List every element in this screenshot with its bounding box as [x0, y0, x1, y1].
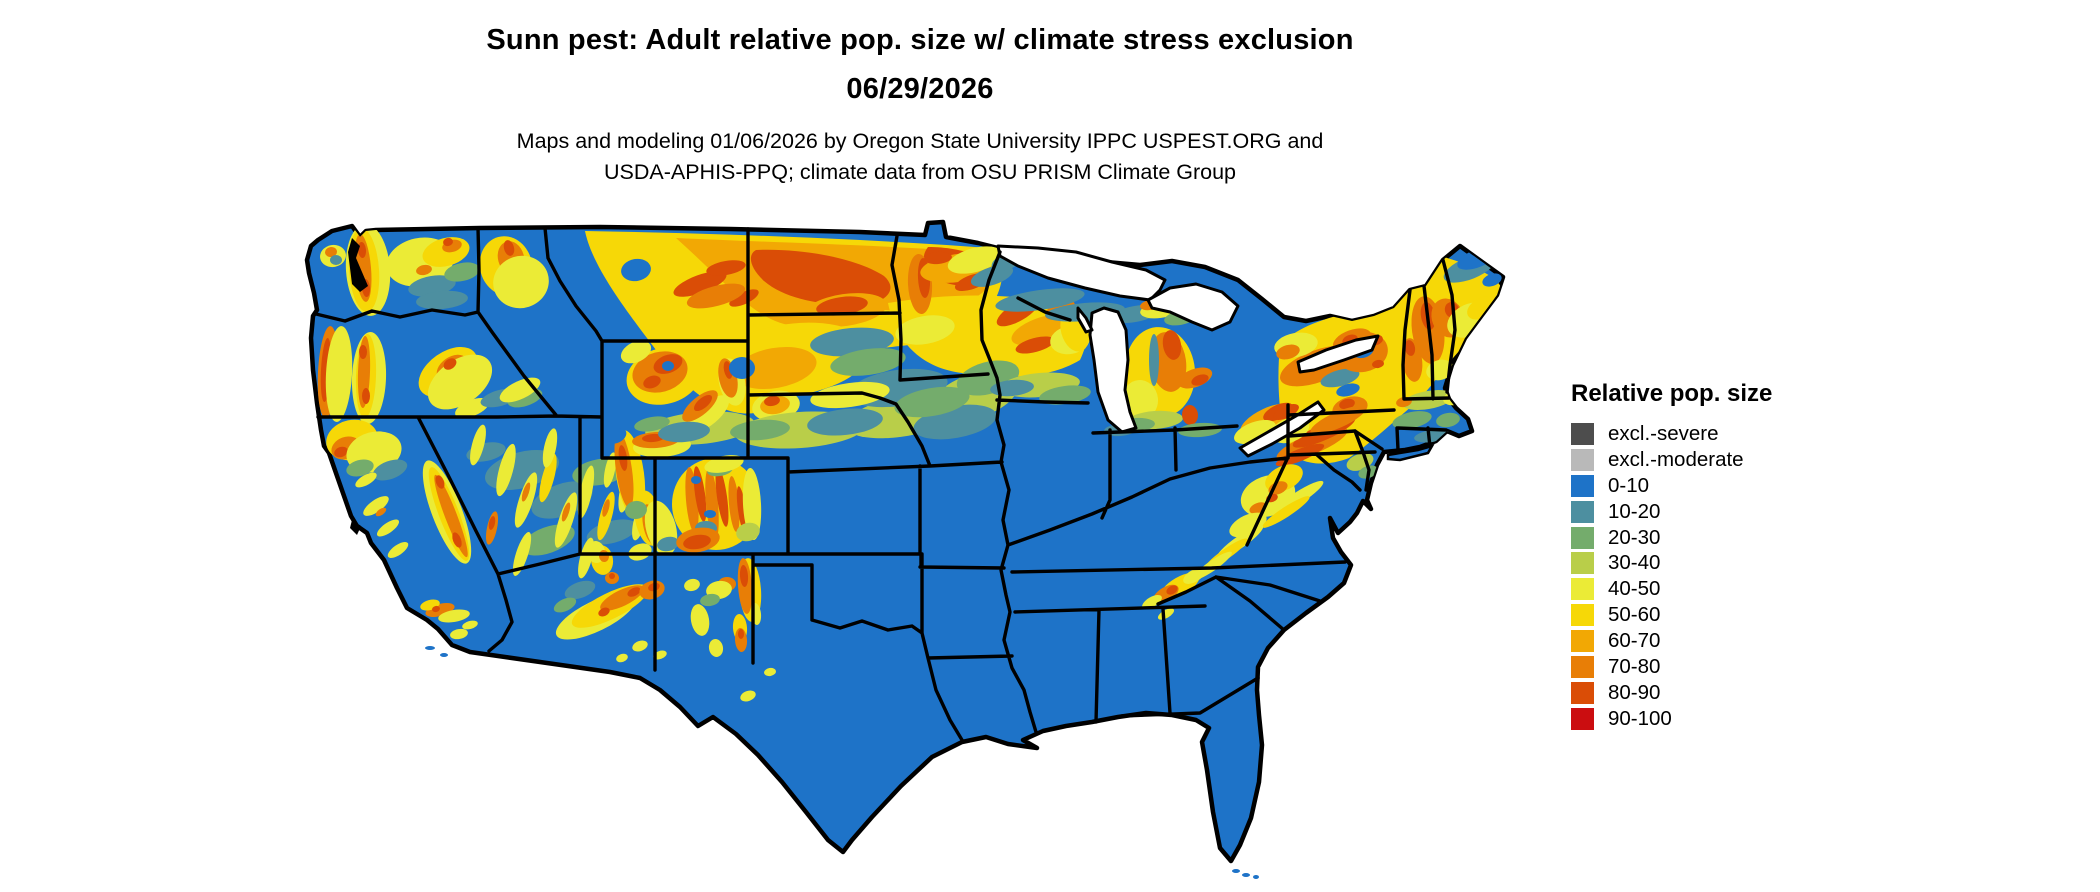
legend-swatch-excl-moderate	[1571, 448, 1594, 471]
legend-swatch-10-20	[1571, 500, 1594, 523]
coastal-islands	[425, 443, 1435, 879]
legend-swatch-30-40	[1571, 552, 1594, 575]
legend-label: excl.-moderate	[1608, 447, 1744, 471]
legend-swatch-70-80	[1571, 655, 1594, 678]
lake-huron	[1146, 282, 1240, 332]
legend-item: excl.-moderate	[1571, 447, 1871, 473]
san-francisco-bay	[350, 520, 361, 535]
florida-keys	[1242, 873, 1250, 877]
legend-swatch-90-100	[1571, 707, 1594, 730]
legend-swatch-excl-severe	[1571, 422, 1594, 445]
attribution-line2: USDA-APHIS-PPQ; climate data from OSU PR…	[603, 160, 1237, 184]
page-title-date: 06/29/2026	[846, 73, 994, 105]
legend-label: 50-60	[1608, 603, 1661, 627]
legend-item: 80-90	[1571, 680, 1871, 706]
page-title-line1: Sunn pest: Adult relative pop. size w/ c…	[486, 24, 1354, 56]
legend-swatch-60-70	[1571, 630, 1594, 653]
legend-swatch-50-60	[1571, 604, 1594, 627]
legend-item: 40-50	[1571, 576, 1871, 602]
header: Sunn pest: Adult relative pop. size w/ c…	[0, 16, 1840, 188]
legend-label: excl.-severe	[1608, 421, 1719, 445]
legend-swatch-0-10	[1571, 474, 1594, 497]
green-bay	[1076, 306, 1094, 334]
us-map-svg	[304, 219, 1506, 879]
legend-title: Relative pop. size	[1571, 380, 1773, 407]
legend-swatch-20-30	[1571, 526, 1594, 549]
channel-islands	[425, 646, 435, 650]
florida-keys	[1253, 875, 1259, 879]
state-borders	[314, 226, 1457, 742]
legend-label: 30-40	[1608, 551, 1661, 575]
puget-sound	[348, 238, 368, 292]
great-lakes	[996, 244, 1380, 458]
lake-michigan	[1088, 306, 1138, 434]
legend-item: excl.-severe	[1571, 421, 1871, 447]
legend-label: 20-30	[1608, 525, 1661, 549]
long-island	[1386, 443, 1435, 462]
legend-item: 10-20	[1571, 499, 1871, 525]
legend-item: 30-40	[1571, 550, 1871, 576]
legend-label: 0-10	[1608, 473, 1650, 497]
legend-label: 10-20	[1608, 499, 1661, 523]
attribution: Maps and modeling 01/06/2026 by Oregon S…	[0, 126, 1840, 188]
lake-ontario	[1296, 334, 1380, 374]
legend-label: 80-90	[1608, 680, 1661, 704]
legend-item: 20-30	[1571, 525, 1871, 551]
legend-swatch-40-50	[1571, 578, 1594, 601]
legend-label: 70-80	[1608, 654, 1661, 678]
attribution-line1: Maps and modeling 01/06/2026 by Oregon S…	[516, 129, 1324, 153]
legend-item: 0-10	[1571, 473, 1871, 499]
legend-item: 50-60	[1571, 602, 1871, 628]
us-map	[290, 160, 1535, 892]
legend-item: 60-70	[1571, 628, 1871, 654]
legend-label: 40-50	[1608, 577, 1661, 601]
legend-item: 70-80	[1571, 654, 1871, 680]
legend-item: 90-100	[1571, 706, 1871, 732]
legend-swatch-80-90	[1571, 681, 1594, 704]
florida-keys	[1232, 869, 1240, 873]
inland-water	[348, 238, 368, 535]
legend-label: 60-70	[1608, 629, 1661, 653]
legend-label: 90-100	[1608, 706, 1672, 730]
legend: Relative pop. size excl.-severe excl.-mo…	[1571, 380, 1871, 732]
channel-islands	[440, 653, 448, 657]
